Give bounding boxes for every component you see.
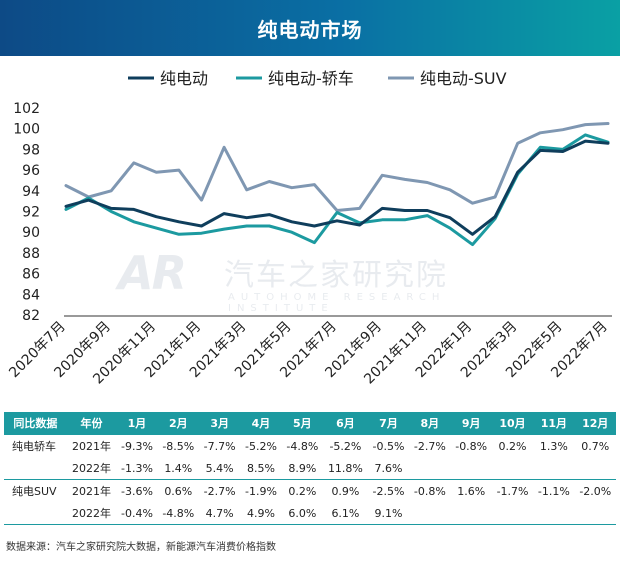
y-tick-label: 90 [22,225,40,241]
value-cell: -1.7% [491,479,534,502]
series-cell [4,457,67,480]
table-header-cell: 1月 [116,412,158,435]
value-cell [450,502,492,525]
table-row: 2022年 -0.4% -4.8% 4.7% 4.9% 6.0% 6.1% 9.1% [4,502,616,525]
value-cell: -2.7% [409,434,451,457]
table-row: 纯电轿车 2021年 -9.3% -8.5% -7.7% -5.2% -4.8% -5.2% -… [4,434,616,457]
y-tick-label: 82 [22,308,40,324]
value-cell: 1.3% [533,434,575,457]
table-row: 2022年 -1.3% 1.4% 5.4% 8.5% 8.9% 11.8% 7.6% [4,457,616,480]
value-cell [575,457,616,480]
value-cell: -5.2% [323,434,368,457]
value-cell [409,502,451,525]
value-cell: -1.1% [533,479,575,502]
value-cell: -7.7% [198,434,241,457]
value-cell: -8.5% [157,434,199,457]
value-cell: 11.8% [327,461,363,475]
y-tick-label: 84 [22,287,40,303]
yoy-table: 同比数据 年份 1月 2月 3月 4月 5月 6月 7月 8月 9月 10月 11月 12月 纯电轿车 20… [4,412,616,525]
value-cell: 6.0% [281,502,323,525]
series-line-2 [64,133,610,247]
value-cell: 7.6% [374,461,403,475]
table-row: 纯电SUV 2021年 -3.6% 0.6% -2.7% -1.9% 0.2% 0.9% -2.… [4,479,616,502]
value-cell: 4.9% [240,502,282,525]
table-header-cell: 6月 [323,412,368,435]
year-cell: 2022年 [66,502,117,525]
y-tick-label: 92 [22,205,40,221]
value-cell: 1.4% [164,461,193,475]
value-cell [409,457,450,480]
table-header-cell: 3月 [198,412,241,435]
series-cell: 纯电轿车 [4,434,67,457]
value-cell: -1.3% [120,461,153,475]
series-cell: 纯电SUV [4,479,67,502]
value-cell: 0.2% [491,434,534,457]
table-header-cell: 11月 [533,412,575,435]
table-header-cell: 8月 [409,412,451,435]
series-cell [4,502,67,525]
legend-label-3: 纯电动-SUV [420,69,507,88]
value-cell: 0.9% [323,479,368,502]
value-cell: 0.6% [157,479,199,502]
value-cell [533,502,575,525]
page-title: 纯电动市场 [257,17,363,42]
series-line-3 [64,122,610,212]
table-header-cell: 同比数据 [4,412,67,435]
value-cell [491,502,534,525]
title-banner: 纯电动市场 [0,0,620,56]
value-cell: -1.9% [240,479,282,502]
y-tick-label: 88 [22,246,40,262]
value-cell [533,457,574,480]
table-header-cell: 5月 [281,412,323,435]
value-cell: -2.5% [367,479,410,502]
value-cell [574,502,616,525]
value-cell: -0.4% [116,502,158,525]
value-cell: 5.4% [205,461,234,475]
value-cell: 0.2% [281,479,323,502]
value-cell: 0.7% [574,434,616,457]
table-body: 纯电轿车 2021年 -9.3% -8.5% -7.7% -5.2% -4.8% -5.2% -… [4,434,616,525]
line-chart: 纯电动 纯电动-轿车 纯电动-SUV 82 84 86 88 90 92 94 96 98 100 102… [6,69,612,387]
value-cell: -0.8% [409,479,451,502]
value-cell: -5.2% [240,434,282,457]
y-tick-label: 86 [22,267,40,283]
value-cell: -0.5% [367,434,410,457]
table-header-cell: 7月 [367,412,410,435]
value-cell: 4.7% [198,502,241,525]
table-header-cell: 9月 [450,412,492,435]
value-cell: -2.0% [574,479,616,502]
y-tick-label: 94 [22,184,40,200]
y-tick-label: 96 [22,163,40,179]
legend-label-1: 纯电动 [160,69,208,88]
value-cell: 8.5% [247,461,275,475]
table-header-cell: 10月 [491,412,534,435]
value-cell: -0.8% [450,434,492,457]
legend-label-2: 纯电动-轿车 [268,69,354,88]
value-cell: -3.6% [116,479,158,502]
value-cell: 9.1% [367,502,410,525]
value-cell: -4.8% [281,434,323,457]
table-header-cell: 4月 [240,412,282,435]
table-header-row: 同比数据 年份 1月 2月 3月 4月 5月 6月 7月 8月 9月 10月 11月 12月 [4,412,616,435]
data-source: 数据来源：汽车之家研究院大数据，新能源汽车消费价格指数 [6,542,276,553]
series-line-1 [64,139,610,236]
value-cell: -4.8% [157,502,199,525]
value-cell: -2.7% [198,479,241,502]
y-tick-label: 102 [13,101,40,117]
value-cell: 1.6% [450,479,492,502]
value-cell [492,457,533,480]
y-tick-label: 98 [22,142,40,158]
value-cell: 8.9% [288,461,317,475]
year-cell: 2022年 [72,462,112,475]
y-tick-label: 100 [13,122,40,138]
value-cell [451,457,492,480]
table-header-cell: 年份 [66,412,117,435]
year-cell: 2021年 [66,434,117,457]
table-header-cell: 12月 [574,412,616,435]
year-cell: 2021年 [66,479,117,502]
value-cell: -9.3% [116,434,158,457]
value-cell: 6.1% [323,502,368,525]
table-header-cell: 2月 [157,412,199,435]
